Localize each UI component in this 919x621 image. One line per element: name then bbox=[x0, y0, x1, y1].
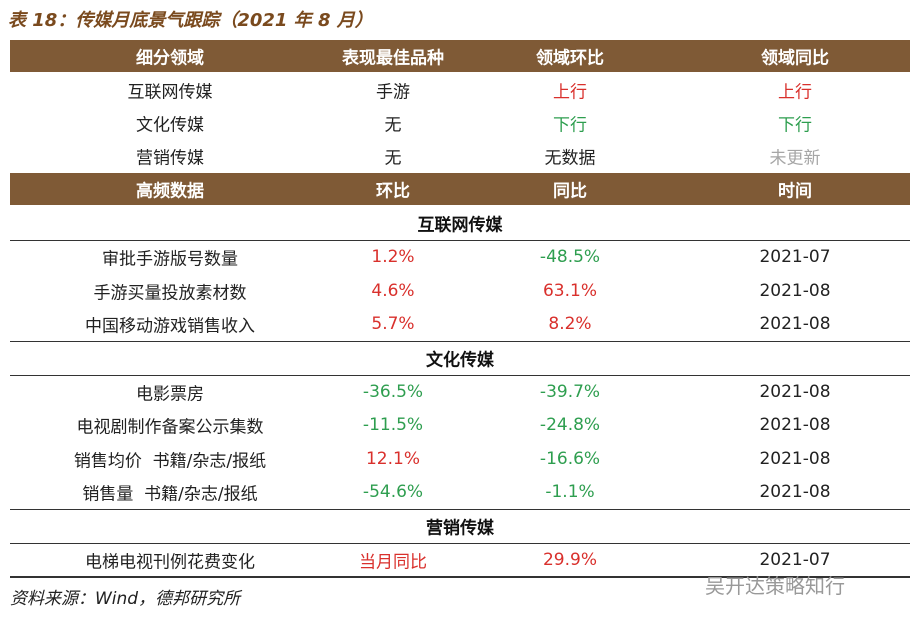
table-cell: -1.1% bbox=[545, 482, 595, 502]
table-title: 表 18：传媒月底景气跟踪（2021 年 8 月） bbox=[8, 10, 373, 31]
table-cell: 63.1% bbox=[542, 280, 598, 301]
header-cell: 领域同比 bbox=[761, 48, 829, 69]
table-cell: 电视剧制作备案公示集数 bbox=[76, 417, 264, 438]
table-cell: 中国移动游戏销售收入 bbox=[85, 316, 255, 337]
table-cell: 无 bbox=[384, 148, 402, 169]
table-cell: 4.6% bbox=[371, 280, 415, 301]
table-cell: -39.7% bbox=[539, 381, 601, 402]
row-divider bbox=[10, 341, 910, 342]
section-title: 文化传媒 bbox=[426, 350, 494, 370]
table-cell: 下行 bbox=[778, 115, 812, 136]
table-cell: 1.2% bbox=[371, 247, 415, 267]
table-cell: 2021-08 bbox=[759, 314, 831, 334]
section-title: 营销传媒 bbox=[426, 518, 494, 538]
table-cell: 互联网传媒 bbox=[127, 82, 213, 103]
header-cell: 环比 bbox=[376, 181, 410, 202]
row-divider bbox=[10, 240, 910, 241]
row-divider bbox=[10, 542, 910, 544]
table-cell: 电影票房 bbox=[136, 384, 204, 404]
table-cell: 手游 bbox=[376, 82, 410, 103]
table-cell: 2021-08 bbox=[759, 482, 831, 502]
table-cell: -48.5% bbox=[539, 247, 601, 267]
table-cell: 销售量 书籍/杂志/报纸 bbox=[82, 484, 258, 505]
table-cell: 审批手游版号数量 bbox=[102, 249, 238, 270]
table-cell: 8.2% bbox=[548, 314, 592, 334]
source-note: 资料来源：Wind，德邦研究所 bbox=[10, 589, 241, 609]
header-cell: 高频数据 bbox=[136, 181, 204, 202]
table-cell: -54.6% bbox=[362, 482, 424, 502]
table-cell: 当月同比 bbox=[359, 552, 427, 572]
table-cell: 12.1% bbox=[365, 448, 421, 469]
table-cell: 5.7% bbox=[371, 314, 415, 334]
header-row bbox=[10, 40, 910, 72]
row-divider bbox=[10, 576, 910, 578]
section-title: 互联网传媒 bbox=[417, 215, 503, 236]
header-cell: 细分领域 bbox=[136, 48, 204, 69]
table-cell: 无 bbox=[384, 115, 402, 136]
table-cell: 下行 bbox=[553, 115, 587, 136]
header-cell: 时间 bbox=[778, 181, 812, 202]
table-cell: 手游买量投放素材数 bbox=[93, 283, 247, 303]
table-cell: 2021-08 bbox=[759, 448, 831, 469]
row-divider bbox=[10, 509, 910, 510]
table-cell: -11.5% bbox=[362, 415, 424, 435]
table-cell: 上行 bbox=[553, 82, 587, 103]
watermark: 吴开达策略知行 bbox=[705, 574, 845, 598]
table-cell: 电梯电视刊例花费变化 bbox=[85, 552, 255, 572]
table-cell: -16.6% bbox=[539, 448, 601, 469]
table-cell: 销售均价 书籍/杂志/报纸 bbox=[73, 451, 267, 471]
table-cell: 29.9% bbox=[542, 549, 598, 570]
table-cell: -36.5% bbox=[362, 381, 424, 402]
table-cell: 2021-07 bbox=[759, 549, 831, 570]
table-cell: 营销传媒 bbox=[136, 148, 204, 169]
header-cell: 表现最佳品种 bbox=[342, 48, 444, 69]
table-cell: 2021-08 bbox=[759, 381, 831, 402]
table-cell: 2021-08 bbox=[759, 280, 831, 301]
table-cell: 2021-08 bbox=[759, 415, 831, 435]
table-cell: 文化传媒 bbox=[136, 115, 204, 136]
header-cell: 同比 bbox=[553, 181, 587, 202]
table-cell: 无数据 bbox=[544, 148, 596, 169]
table-cell: -24.8% bbox=[539, 415, 601, 435]
table-cell: 2021-07 bbox=[759, 247, 831, 267]
row-divider bbox=[10, 374, 910, 376]
header-cell: 领域环比 bbox=[536, 48, 604, 69]
table-cell: 上行 bbox=[778, 82, 812, 103]
table-cell: 未更新 bbox=[769, 148, 821, 169]
header-row bbox=[10, 173, 910, 205]
